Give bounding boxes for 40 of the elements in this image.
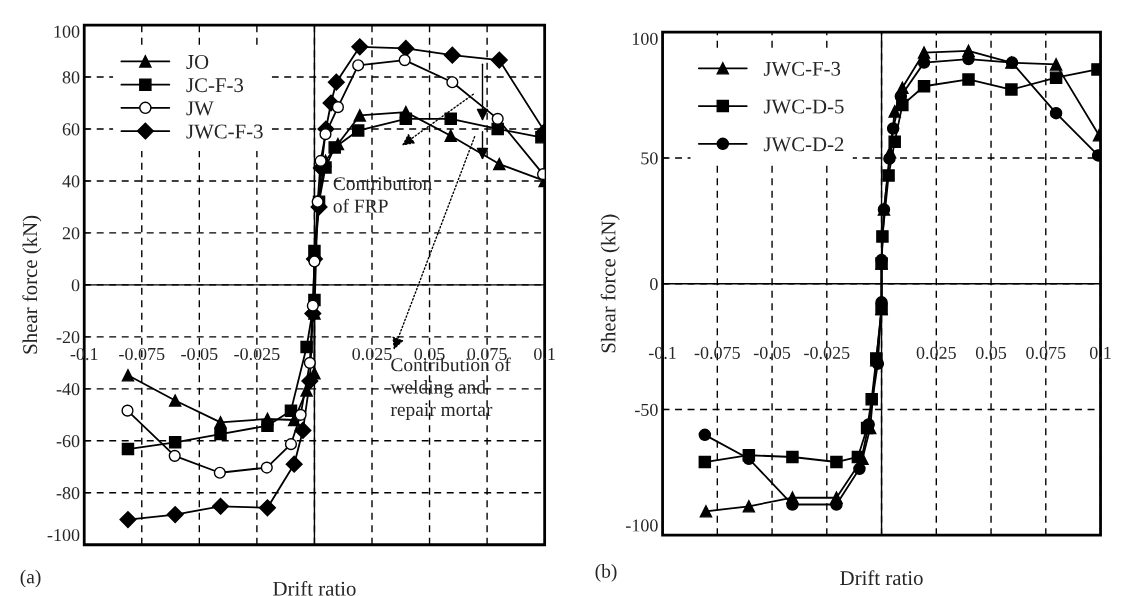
x-tick-label: 0.075: [1026, 346, 1066, 359]
text: (b): [595, 564, 617, 582]
x-tick-label: -0.025: [804, 346, 850, 359]
y-tick-label: 100: [54, 25, 80, 38]
y-tick-label: -100: [47, 528, 80, 542]
x-axis-title: Drift ratio: [840, 570, 923, 586]
x-tick-label: 0.025: [352, 347, 392, 361]
legend-label: JWC-D-2: [763, 137, 844, 152]
x-tick-label: 0.025: [916, 346, 956, 359]
legend-label: JWC-F-3: [763, 61, 841, 76]
y-tick-label: 40: [62, 175, 80, 188]
y-tick-label: 100: [632, 32, 658, 45]
y-tick-label: 0: [71, 279, 80, 292]
y-tick-label: 80: [62, 71, 80, 84]
legend-label: JC-F-3: [186, 78, 244, 93]
legend-label: JO: [186, 54, 209, 69]
y-tick-label: 60: [62, 123, 80, 136]
y-tick-label: 20: [62, 227, 80, 240]
y-tick-label: 50: [641, 152, 658, 165]
y-tick-label: 0: [650, 277, 658, 291]
x-tick-label: -0.05: [181, 347, 218, 361]
annotation: Contribution of FRP: [333, 176, 432, 213]
x-tick-label: -0.075: [119, 347, 165, 361]
text: (a): [20, 569, 41, 588]
y-tick-label: -20: [56, 331, 80, 344]
x-axis-title: Drift ratio: [273, 580, 356, 596]
x-tick-label: 0.05: [975, 346, 1007, 359]
y-axis-title: Shear force (kN): [22, 215, 42, 354]
y-tick-label: -40: [56, 383, 80, 396]
x-tick-label: -0.05: [753, 346, 791, 359]
legend-label: JWC-F-3: [186, 124, 263, 139]
legend-label: JWC-D-5: [763, 99, 844, 114]
x-tick-label: -0.075: [694, 346, 740, 359]
legend-label: JW: [186, 101, 214, 116]
y-tick-label: -60: [56, 435, 80, 448]
y-axis-title: Shear force (kN): [600, 214, 620, 353]
y-tick-label: -80: [56, 487, 80, 500]
y-tick-label: -50: [635, 403, 658, 416]
x-tick-label: -0.025: [234, 347, 280, 361]
y-tick-label: -100: [625, 519, 658, 532]
